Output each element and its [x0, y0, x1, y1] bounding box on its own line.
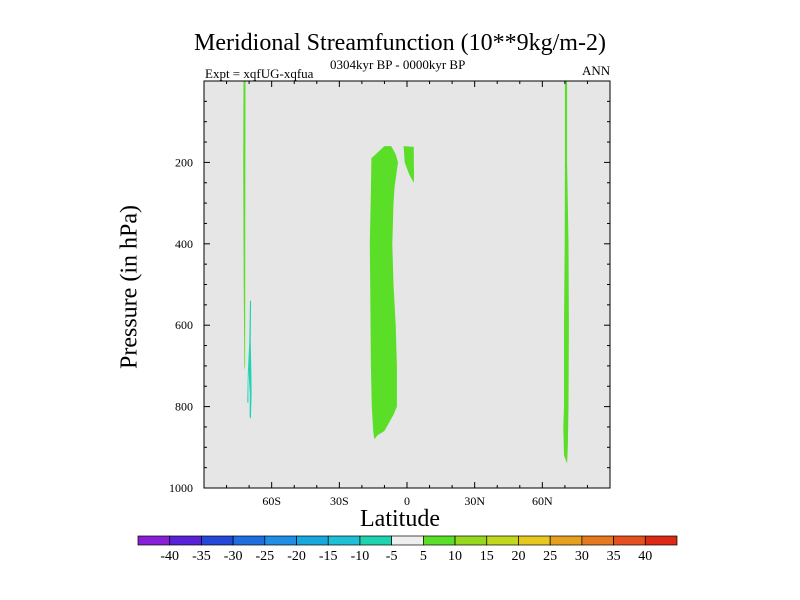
tropical-positive-tail — [403, 146, 414, 183]
colorbar-box — [169, 535, 202, 546]
x-tick-label: 30N — [464, 494, 485, 508]
colorbar-label: 15 — [480, 549, 494, 564]
x-tick-label: 60S — [262, 494, 281, 508]
colorbar-box — [327, 535, 361, 546]
colorbar-label: -5 — [386, 549, 398, 564]
colorbar-box — [296, 535, 329, 546]
colorbar-box — [613, 535, 646, 546]
colorbar-box — [391, 535, 424, 546]
x-tick-label: 0 — [404, 494, 410, 508]
nh-high-lat-positive-strip — [563, 81, 569, 464]
tropical-positive-column — [369, 146, 398, 440]
colorbar-label: -10 — [351, 549, 370, 564]
colorbar-label: -30 — [224, 549, 243, 564]
colorbar-label: 40 — [638, 549, 652, 564]
colorbar-label: 10 — [448, 549, 462, 564]
colorbar-box — [581, 535, 614, 546]
colorbar-label: -35 — [192, 549, 211, 564]
colorbar-box — [549, 535, 583, 546]
y-tick-label: 400 — [175, 237, 193, 251]
colorbar-box — [137, 535, 171, 546]
colorbar-label: 5 — [420, 549, 427, 564]
season-label: ANN — [582, 63, 611, 78]
colorbar-box — [423, 535, 456, 546]
colorbar-box — [232, 535, 266, 546]
colorbar-label: 30 — [575, 549, 589, 564]
chart-title: Meridional Streamfunction (10**9kg/m-2) — [194, 30, 606, 56]
colorbar-label: -25 — [255, 549, 274, 564]
sh-high-lat-positive-strip — [243, 81, 246, 370]
colorbar-box — [359, 535, 392, 546]
colorbar-box — [518, 535, 551, 546]
x-tick-label: 60N — [532, 494, 553, 508]
y-axis-label: Pressure (in hPa) — [116, 205, 143, 369]
y-tick-label: 1000 — [169, 481, 193, 495]
x-tick-label: 30S — [330, 494, 349, 508]
colorbar-label: 35 — [607, 549, 621, 564]
y-tick-label: 200 — [175, 155, 193, 169]
experiment-label: Expt = xqfUG-xqfua — [205, 66, 314, 81]
colorbar-label: -20 — [287, 549, 306, 564]
colorbar-label: 25 — [543, 549, 557, 564]
colorbar-label: -40 — [160, 549, 179, 564]
plot-background — [204, 81, 610, 488]
y-tick-label: 600 — [175, 318, 193, 332]
colorbar-box — [454, 535, 488, 546]
colorbar-label: -15 — [319, 549, 338, 564]
colorbar-box — [201, 535, 234, 546]
colorbar-box — [644, 535, 678, 546]
sh-high-lat-negative-strip — [247, 300, 252, 419]
colorbar-box — [264, 535, 297, 546]
y-tick-label: 800 — [175, 400, 193, 414]
colorbar-label: 20 — [511, 549, 525, 564]
x-axis-label: Latitude — [360, 506, 440, 532]
chart-subtitle: 0304kyr BP - 0000kyr BP — [330, 57, 466, 72]
colorbar-box — [486, 535, 519, 546]
